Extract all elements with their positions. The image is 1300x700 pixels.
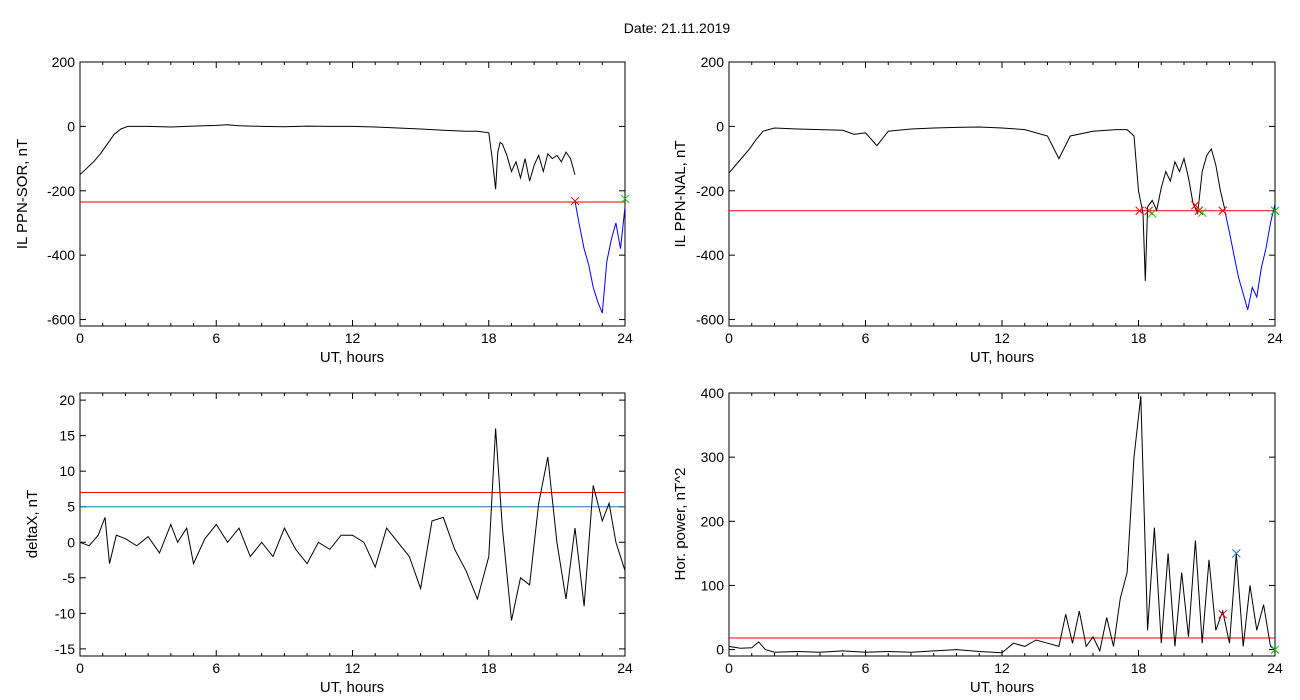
marker-stroke xyxy=(1197,208,1207,218)
x-tick-label: 6 xyxy=(212,330,220,346)
plot-frame xyxy=(728,392,1276,657)
marker-stroke xyxy=(1144,206,1154,216)
x-tick-label: 24 xyxy=(1267,330,1283,346)
x-tick-label: 18 xyxy=(481,330,497,346)
x-tick-label: 24 xyxy=(617,330,633,346)
series-line xyxy=(728,126,1226,281)
x-axis-label: UT, hours xyxy=(320,349,384,366)
marker-stroke xyxy=(1270,645,1280,654)
series-line xyxy=(1224,203,1276,311)
x-tick-label: 12 xyxy=(994,660,1010,676)
marker-x xyxy=(620,194,630,204)
y-tick-label: 200 xyxy=(52,54,76,70)
marker-stroke xyxy=(1147,208,1157,218)
chart-marks: 0 6 12 18 24 0 100 200 300 400 xyxy=(701,385,1283,676)
marker-x xyxy=(1270,645,1280,654)
y-axis-label: deltaX, nT xyxy=(24,490,41,558)
x-tick-label: 12 xyxy=(345,330,361,346)
x-axis-label: UT, hours xyxy=(320,679,384,696)
y-tick-label: -5 xyxy=(63,570,76,586)
x-tick-label: 12 xyxy=(994,330,1010,346)
x-axis-label: UT, hours xyxy=(970,349,1034,366)
x-tick-label: 12 xyxy=(345,660,361,676)
marker-stroke xyxy=(1218,206,1228,216)
x-tick-label: 6 xyxy=(862,330,870,346)
marker-stroke xyxy=(620,194,630,204)
figure-title: Date: 21.11.2019 xyxy=(624,20,731,36)
y-tick-label: 0 xyxy=(716,118,724,134)
x-tick-label: 6 xyxy=(212,660,220,676)
y-tick-label: 300 xyxy=(701,449,725,465)
marker-stroke xyxy=(1135,206,1144,216)
series-line xyxy=(728,396,1276,654)
marker-x xyxy=(1191,200,1200,210)
x-tick-label: 6 xyxy=(862,660,870,676)
x-tick-label: 24 xyxy=(617,660,633,676)
y-tick-label: -10 xyxy=(55,605,75,621)
panel-sor: 0 6 12 18 24 -600 -400 -200 0 200 UT, hours IL PP… xyxy=(14,54,633,366)
marker-x xyxy=(1218,609,1228,619)
panel-hor-power: 0 6 12 18 24 0 100 200 300 400 UT, hours Hor. pow… xyxy=(672,385,1283,696)
y-tick-label: 200 xyxy=(701,513,725,529)
x-tick-label: 0 xyxy=(76,330,84,346)
y-tick-label: 10 xyxy=(59,463,75,479)
plot-frame xyxy=(728,61,1276,327)
series-line xyxy=(79,124,576,190)
chart-marks: 0 6 12 18 24 -600 -400 -200 0 200 xyxy=(696,54,1283,346)
y-tick-label: -600 xyxy=(696,312,724,328)
y-tick-label: -400 xyxy=(696,247,724,263)
x-axis-label: UT, hours xyxy=(970,679,1034,696)
series-line xyxy=(79,428,626,621)
x-tick-label: 24 xyxy=(1267,660,1283,676)
chart-marks: 0 6 12 18 24 -600 -400 -200 0 200 xyxy=(47,54,633,346)
y-tick-label: 15 xyxy=(59,428,75,444)
marker-stroke xyxy=(1194,206,1204,216)
x-tick-label: 18 xyxy=(1131,330,1147,346)
marker-stroke xyxy=(1270,206,1280,216)
y-axis-label: IL PPN-NAL, nT xyxy=(672,141,689,248)
plot-frame xyxy=(79,61,626,327)
marker-x xyxy=(1270,206,1280,216)
marker-x xyxy=(570,196,580,206)
marker-x xyxy=(1218,206,1228,216)
x-tick-label: 0 xyxy=(725,330,733,346)
y-tick-label: -15 xyxy=(55,641,75,657)
y-tick-label: 0 xyxy=(67,534,75,550)
y-tick-label: 0 xyxy=(716,642,724,658)
marker-x xyxy=(1135,206,1144,216)
y-tick-label: 400 xyxy=(701,385,725,401)
x-tick-label: 0 xyxy=(76,660,84,676)
marker-x xyxy=(1197,208,1207,218)
x-tick-label: 0 xyxy=(725,660,733,676)
marker-stroke xyxy=(570,196,580,206)
y-tick-label: -600 xyxy=(47,312,75,328)
y-axis-label: Hor. power, nT^2 xyxy=(672,468,689,581)
x-tick-label: 18 xyxy=(481,660,497,676)
y-tick-label: -200 xyxy=(696,183,724,199)
marker-stroke xyxy=(1191,200,1200,210)
panel-deltax: 0 6 12 18 24 -15 -10 -5 0 5 10 15 20 UT, hours delta… xyxy=(24,392,633,696)
plot-frame xyxy=(79,392,626,657)
y-tick-label: -200 xyxy=(47,183,75,199)
panel-nal: 0 6 12 18 24 -600 -400 -200 0 200 UT, hours IL PP… xyxy=(672,54,1283,366)
chart-marks: 0 6 12 18 24 -15 -10 -5 0 5 10 15 20 xyxy=(55,392,633,676)
marker-x xyxy=(1231,549,1241,558)
series-line xyxy=(574,201,626,314)
y-tick-label: 0 xyxy=(67,118,75,134)
y-tick-label: 200 xyxy=(701,54,725,70)
y-tick-label: 100 xyxy=(701,577,725,593)
marker-x xyxy=(1147,208,1157,218)
y-tick-label: 5 xyxy=(67,499,75,515)
y-tick-label: 20 xyxy=(59,392,75,408)
y-tick-label: -400 xyxy=(47,247,75,263)
y-axis-label: IL PPN-SOR, nT xyxy=(14,139,31,249)
marker-stroke xyxy=(1218,609,1228,619)
x-tick-label: 18 xyxy=(1131,660,1147,676)
marker-stroke xyxy=(1231,549,1241,558)
